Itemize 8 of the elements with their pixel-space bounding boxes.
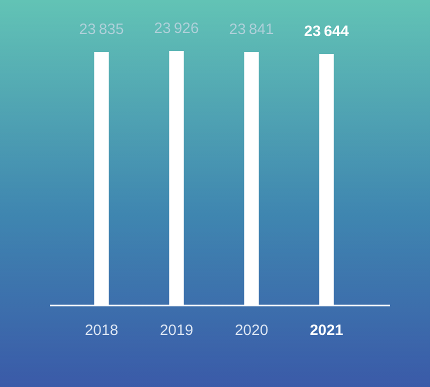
x-tick-label: 2020 (234, 322, 268, 340)
data-label: 23 926 (154, 20, 199, 38)
x-tick-label: 2018 (84, 322, 118, 340)
data-label: 23 835 (79, 20, 124, 38)
x-tick-label: 2021 (310, 322, 344, 340)
data-label: 23 644 (304, 23, 350, 40)
data-label: 23 841 (229, 20, 274, 38)
x-tick-label: 2019 (160, 322, 194, 340)
